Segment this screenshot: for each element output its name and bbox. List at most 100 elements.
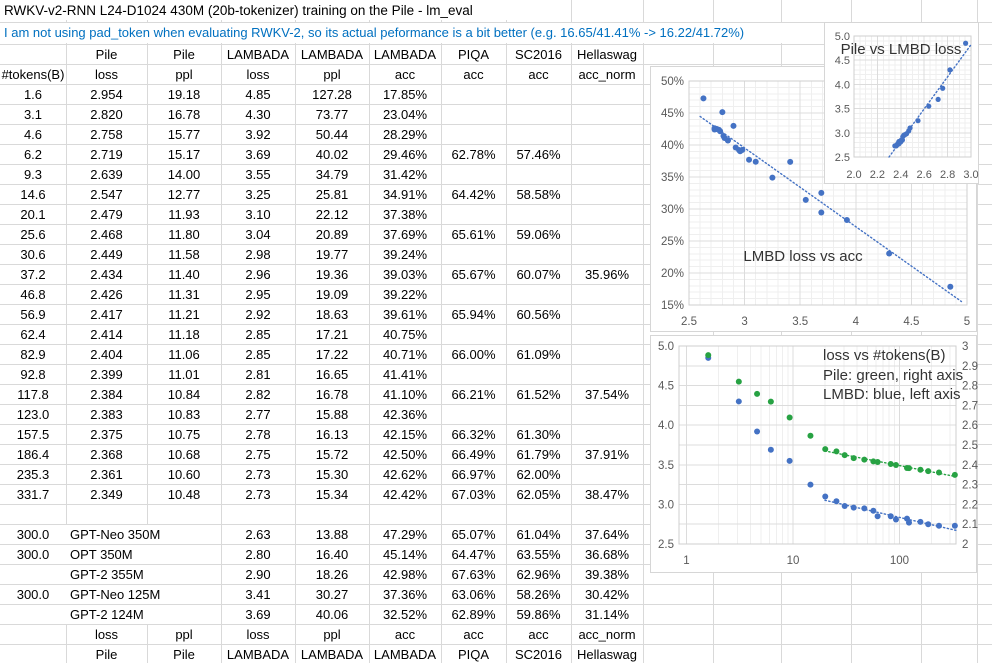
table-cell[interactable]: 19.77 — [315, 247, 349, 262]
table-cell[interactable]: 10.84 — [167, 387, 201, 402]
table-cell[interactable]: 15.30 — [315, 467, 349, 482]
table-cell[interactable]: 28.29% — [382, 127, 428, 142]
table-cell[interactable]: 23.04% — [382, 107, 428, 122]
table-cell[interactable]: 12.77 — [167, 187, 201, 202]
table-cell[interactable]: 3.41 — [245, 587, 271, 602]
footer-group-header[interactable]: LAMBADA — [226, 647, 290, 662]
table-cell[interactable]: 34.91% — [382, 187, 428, 202]
table-cell[interactable]: 25.6 — [20, 227, 46, 242]
table-cell[interactable]: 65.67% — [451, 267, 496, 282]
table-cell[interactable]: 2.479 — [90, 207, 123, 222]
footer-header[interactable]: acc — [394, 627, 416, 642]
table-cell[interactable]: 57.46% — [516, 147, 561, 162]
table-cell[interactable]: 62.78% — [451, 147, 496, 162]
table-cell[interactable]: 2.383 — [90, 407, 123, 422]
table-cell[interactable]: 66.21% — [451, 387, 496, 402]
table-cell[interactable]: 4.85 — [245, 87, 271, 102]
table-cell[interactable]: 16.78 — [315, 387, 349, 402]
table-cell[interactable]: 17.21 — [315, 327, 349, 342]
table-cell[interactable]: 58.58% — [516, 187, 561, 202]
table-cell[interactable]: 2.63 — [245, 527, 271, 542]
table-cell[interactable]: 10.68 — [167, 447, 201, 462]
table-cell[interactable]: 61.79% — [516, 447, 561, 462]
table-cell[interactable]: 42.15% — [382, 427, 428, 442]
table-cell[interactable]: 2.92 — [245, 307, 271, 322]
table-cell[interactable]: 2.384 — [90, 387, 123, 402]
model-name-cell[interactable]: OPT 350M — [66, 545, 221, 564]
table-cell[interactable]: 3.92 — [245, 127, 271, 142]
model-name-cell[interactable]: GPT-Neo 125M — [66, 585, 221, 604]
table-cell[interactable]: 3.69 — [245, 147, 271, 162]
table-cell[interactable]: 40.06 — [315, 607, 349, 622]
table-cell[interactable]: 15.72 — [315, 447, 349, 462]
table-cell[interactable]: 61.04% — [516, 527, 561, 542]
footer-header[interactable]: ppl — [323, 627, 341, 642]
table-cell[interactable]: 42.62% — [382, 467, 428, 482]
table-cell[interactable]: 2.95 — [245, 287, 271, 302]
table-cell[interactable]: 1.6 — [23, 87, 43, 102]
table-cell[interactable]: 10.83 — [167, 407, 201, 422]
table-cell[interactable]: 2.75 — [245, 447, 271, 462]
table-cell[interactable]: 41.41% — [382, 367, 428, 382]
footer-group-header[interactable]: Hellaswag — [577, 647, 637, 662]
footer-header[interactable]: acc — [463, 627, 484, 642]
table-cell[interactable]: 45.14% — [382, 547, 428, 562]
table-cell[interactable]: 16.40 — [315, 547, 349, 562]
table-cell[interactable]: 2.85 — [245, 347, 271, 362]
column-group-header[interactable]: Pile — [173, 47, 195, 62]
column-header[interactable]: ppl — [175, 67, 193, 82]
table-cell[interactable]: 3.25 — [245, 187, 271, 202]
table-cell[interactable]: 37.54% — [584, 387, 630, 402]
table-cell[interactable]: 62.96% — [516, 567, 561, 582]
table-cell[interactable]: 19.18 — [167, 87, 201, 102]
footer-group-header[interactable]: PIQA — [457, 647, 490, 662]
table-cell[interactable]: 300.0 — [16, 547, 50, 562]
footer-group-header[interactable]: Pile — [95, 647, 118, 662]
table-cell[interactable]: 11.80 — [168, 227, 200, 242]
table-cell[interactable]: 30.6 — [20, 247, 46, 262]
table-cell[interactable]: 58.26% — [516, 587, 561, 602]
table-cell[interactable]: 19.09 — [315, 287, 349, 302]
table-cell[interactable]: 17.22 — [315, 347, 349, 362]
table-cell[interactable]: 66.32% — [451, 427, 496, 442]
table-cell[interactable]: 300.0 — [16, 527, 50, 542]
table-cell[interactable]: 13.88 — [315, 527, 349, 542]
table-cell[interactable]: 65.07% — [451, 527, 496, 542]
column-group-header[interactable]: Hellaswag — [577, 47, 637, 62]
chart-lmbd-loss-vs-acc[interactable]: 2.5 3 3.5 4 4.5 5 15% 20% 25% 30% 35% 40% 45% 50% LMBD… — [650, 66, 977, 332]
table-cell[interactable]: 34.79 — [315, 167, 349, 182]
table-cell[interactable]: 15.77 — [167, 127, 201, 142]
table-cell[interactable]: 3.69 — [245, 607, 271, 622]
table-cell[interactable]: 62.05% — [516, 487, 561, 502]
table-cell[interactable]: 41.10% — [382, 387, 428, 402]
table-cell[interactable]: 2.77 — [245, 407, 271, 422]
table-cell[interactable]: 31.42% — [382, 167, 428, 182]
table-cell[interactable]: 15.34 — [315, 487, 349, 502]
chart-loss-vs-tokens[interactable]: 1 10 100 5.0 4.5 4.0 3.5 3.0 2.5 3 2.9 2.8 2.7 2.6 2.5… — [650, 335, 978, 573]
table-cell[interactable]: 16.78 — [167, 107, 201, 122]
table-cell[interactable]: 11.58 — [168, 247, 200, 262]
table-cell[interactable]: 31.14% — [584, 607, 630, 622]
footer-header[interactable]: loss — [94, 627, 119, 642]
table-cell[interactable]: 42.36% — [382, 407, 428, 422]
table-cell[interactable]: 2.417 — [90, 307, 123, 322]
table-cell[interactable]: 42.42% — [382, 487, 428, 502]
table-cell[interactable]: 39.61% — [382, 307, 428, 322]
table-cell[interactable]: 64.42% — [451, 187, 496, 202]
table-cell[interactable]: 42.50% — [382, 447, 428, 462]
table-cell[interactable]: 3.1 — [23, 107, 43, 122]
table-cell[interactable]: 60.07% — [516, 267, 561, 282]
table-cell[interactable]: 50.44 — [315, 127, 349, 142]
column-header[interactable]: ppl — [323, 67, 341, 82]
column-header[interactable]: acc — [528, 67, 549, 82]
table-cell[interactable]: 2.758 — [90, 127, 123, 142]
footer-group-header[interactable]: LAMBADA — [373, 647, 437, 662]
table-cell[interactable]: 39.24% — [382, 247, 428, 262]
table-cell[interactable]: 2.82 — [245, 387, 271, 402]
table-cell[interactable]: 2.375 — [90, 427, 123, 442]
table-cell[interactable]: 235.3 — [16, 467, 50, 482]
table-cell[interactable]: 19.36 — [315, 267, 349, 282]
table-cell[interactable]: 61.30% — [516, 427, 561, 442]
table-cell[interactable]: 16.65 — [315, 367, 349, 382]
table-cell[interactable]: 64.47% — [451, 547, 496, 562]
